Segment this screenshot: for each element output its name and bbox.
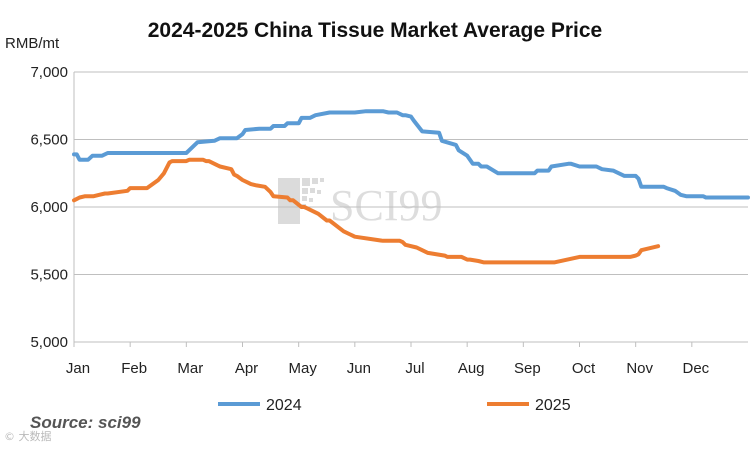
y-tick-label: 6,000 [30, 199, 68, 216]
footer-watermark: © 大数据 [4, 430, 52, 443]
source-note: Source: sci99 [30, 413, 141, 432]
x-tick-label: Nov [626, 360, 653, 377]
x-tick-label: Feb [121, 360, 147, 377]
y-axis-unit-label: RMB/mt [5, 35, 60, 52]
series-line-2025 [72, 157, 661, 265]
x-tick-label: Mar [177, 360, 203, 377]
series-lines [72, 109, 750, 265]
y-tick-label: 5,000 [30, 334, 68, 351]
x-tick-label: Apr [235, 360, 258, 377]
x-tick-label: Dec [682, 360, 709, 377]
x-tick-label: Aug [458, 360, 485, 377]
sci99-watermark-logo: SCI99 [278, 178, 442, 230]
chart-title: 2024-2025 China Tissue Market Average Pr… [148, 19, 602, 42]
x-tick-label: Jul [405, 360, 424, 377]
y-tick-label: 6,500 [30, 132, 68, 149]
x-axis-ticks: Jan Feb Mar Apr May Jun Jul Aug Sep Oct Nov Dec [66, 342, 710, 377]
legend-label-2024: 2024 [266, 397, 302, 414]
legend: 2024 2025 [218, 397, 571, 414]
series-line-2024 [72, 109, 750, 200]
y-tick-label: 7,000 [30, 64, 68, 81]
x-tick-label: Oct [572, 360, 596, 377]
gridlines [73, 71, 748, 343]
y-axis-ticks: 5,000 5,500 6,000 6,500 7,000 [30, 64, 68, 351]
x-tick-label: May [288, 360, 317, 377]
x-tick-label: Jan [66, 360, 90, 377]
y-tick-label: 5,500 [30, 267, 68, 284]
x-tick-label: Sep [514, 360, 541, 377]
watermark-text: SCI99 [330, 181, 442, 230]
x-tick-label: Jun [347, 360, 371, 377]
legend-label-2025: 2025 [535, 397, 571, 414]
